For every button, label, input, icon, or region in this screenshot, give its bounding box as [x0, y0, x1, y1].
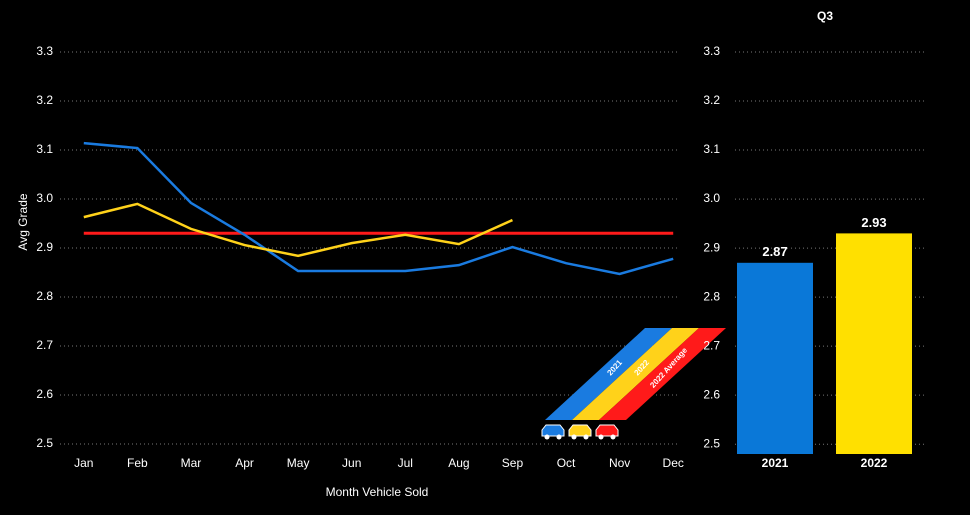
x-tick-label: 2021 [762, 456, 789, 470]
bar [737, 262, 813, 454]
legend-car [541, 424, 565, 437]
y-tick-label: 2.8 [36, 289, 53, 303]
y-tick-label: 2.5 [703, 436, 720, 450]
legend-car [568, 424, 592, 437]
legend-wheel [598, 434, 604, 440]
data-label: 2.87 [762, 244, 787, 259]
x-tick-label: Nov [609, 456, 630, 470]
y-tick-label: 3.3 [703, 44, 720, 58]
x-axis-label: Month Vehicle Sold [326, 485, 429, 499]
y-tick-label: 3.0 [703, 191, 720, 205]
legend-wheel [544, 434, 550, 440]
legend-swatch [572, 328, 699, 420]
data-label: 2.93 [861, 215, 886, 230]
y-tick-label: 3.1 [36, 142, 53, 156]
y-tick-label: 2.7 [703, 338, 720, 352]
y-tick-label: 2.6 [36, 387, 53, 401]
x-tick-label: Oct [557, 456, 576, 470]
x-tick-label: 2022 [861, 456, 888, 470]
legend-swatch [545, 328, 672, 420]
x-tick-label: Jun [342, 456, 361, 470]
y-tick-label: 3.0 [36, 191, 53, 205]
y-tick-label: 3.3 [36, 44, 53, 58]
legend-wheel [556, 434, 562, 440]
x-tick-label: Dec [663, 456, 684, 470]
y-tick-label: 2.5 [36, 436, 53, 450]
y-axis-label: Avg Grade [16, 193, 30, 250]
x-tick-label: Mar [181, 456, 202, 470]
y-tick-label: 2.9 [36, 240, 53, 254]
y-tick-label: 3.2 [703, 93, 720, 107]
series-line [83, 141, 674, 276]
legend-wheel [610, 434, 616, 440]
y-tick-label: 2.6 [703, 387, 720, 401]
y-tick-label: 2.8 [703, 289, 720, 303]
y-tick-label: 3.2 [36, 93, 53, 107]
y-tick-label: 2.9 [703, 240, 720, 254]
x-tick-label: Aug [448, 456, 469, 470]
legend-wheel [583, 434, 589, 440]
y-tick-label: 3.1 [703, 142, 720, 156]
y-tick-label: 2.7 [36, 338, 53, 352]
chart-title: Q3 [817, 9, 833, 23]
legend-wheel [571, 434, 577, 440]
x-tick-label: Apr [235, 456, 254, 470]
legend-car [595, 424, 619, 437]
series-line [83, 202, 513, 258]
x-tick-label: May [287, 456, 310, 470]
bar [836, 233, 912, 454]
legend-swatch [599, 328, 726, 420]
x-tick-label: Feb [127, 456, 148, 470]
x-tick-label: Jan [74, 456, 93, 470]
x-tick-label: Jul [398, 456, 413, 470]
x-tick-label: Sep [502, 456, 524, 470]
